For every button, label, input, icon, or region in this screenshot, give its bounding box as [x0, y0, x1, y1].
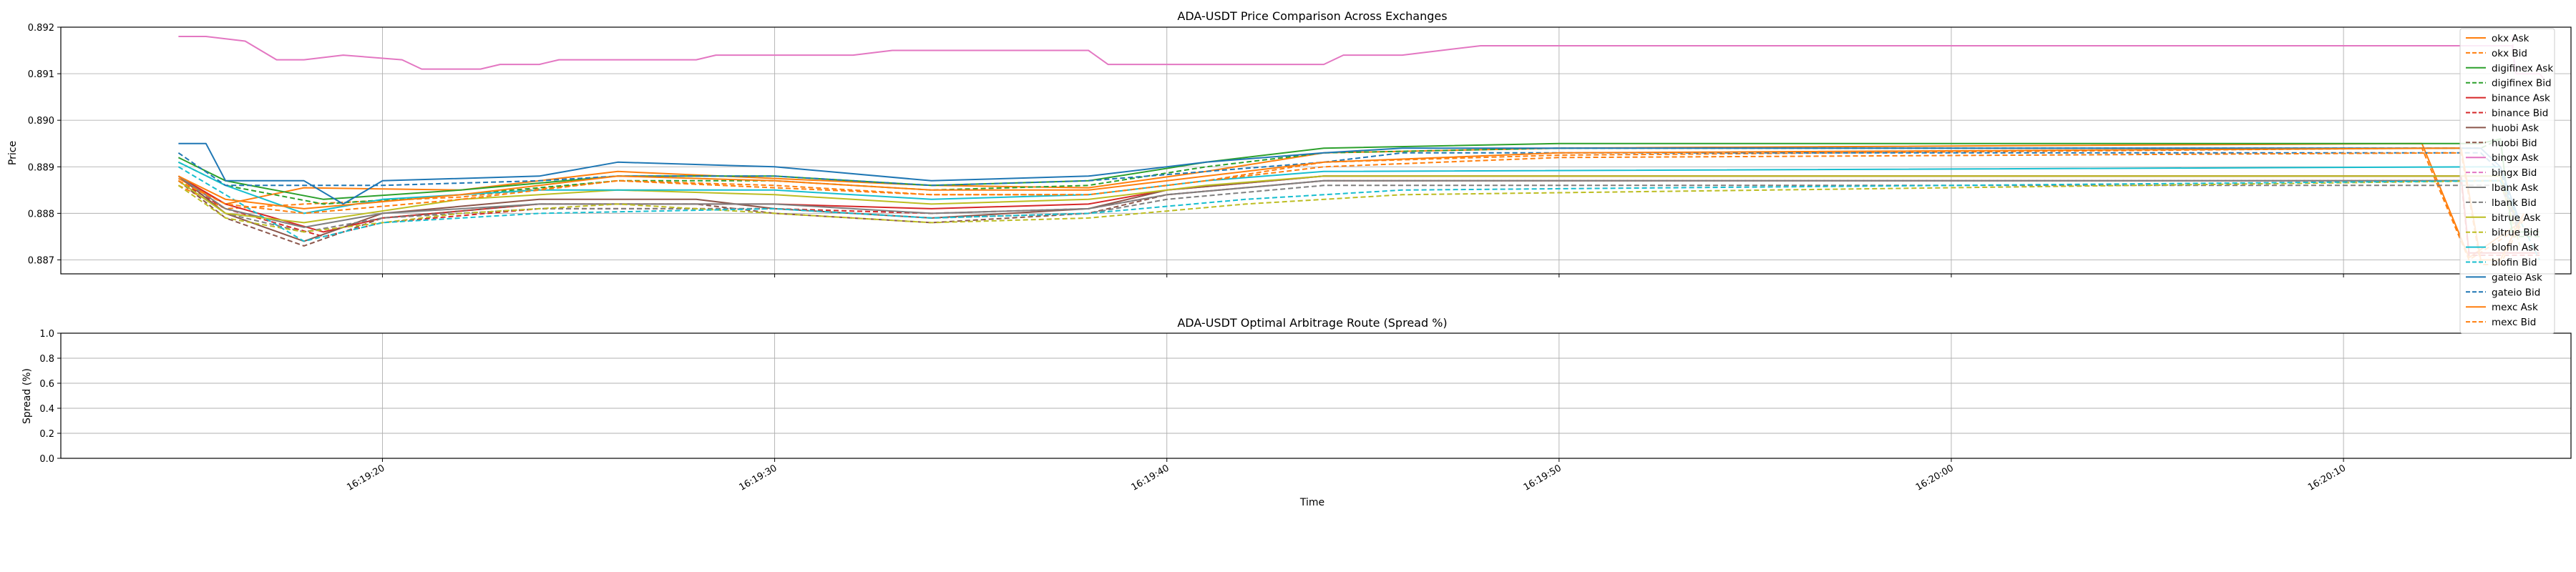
spread-x-tick-label: 16:20:00 — [1914, 463, 1956, 493]
price-y-tick-label: 0.891 — [28, 69, 54, 80]
legend-box — [2459, 28, 2555, 334]
spread-x-tick-label: 16:19:30 — [738, 463, 779, 493]
spread-y-tick-label: 0.4 — [39, 404, 54, 415]
series-line-lbank-ask — [177, 175, 2521, 228]
spread-x-tick-label: 16:19:50 — [1522, 463, 1563, 493]
series-line-bitrue-bid — [177, 179, 2521, 247]
series-line-digifinex-bid — [177, 138, 2540, 237]
spread-y-tick-label: 0.2 — [39, 429, 54, 440]
legend-label: digifinex Bid — [2492, 78, 2552, 89]
legend-label: huobi Ask — [2492, 122, 2539, 134]
price-y-tick-label: 0.889 — [28, 162, 54, 173]
price-y-axis-label: Price — [7, 141, 19, 165]
series-line-mexc-bid — [177, 152, 2525, 265]
legend-label: bingx Ask — [2492, 152, 2539, 164]
series-line-bitrue-ask — [177, 175, 2521, 228]
price-y-tick-label: 0.890 — [28, 116, 54, 127]
series-line-blofin-bid — [177, 166, 2540, 260]
spread-gridlines — [61, 332, 2571, 459]
spread-x-tick-label: 16:19:20 — [345, 463, 386, 493]
arbitrage-spread-chart: ADA-USDT Optimal Arbitrage Route (Spread… — [21, 316, 2572, 508]
legend-label: okx Bid — [2492, 48, 2527, 59]
spread-x-ticks: 16:19:20 16:19:30 16:19:40 16:19:50 16:20:00… — [345, 458, 2348, 493]
series-line-okx-ask — [177, 142, 2521, 259]
price-y-tick-label: 0.887 — [28, 255, 54, 266]
price-y-tick-label: 0.888 — [28, 209, 54, 220]
series-line-gateio-bid — [177, 152, 2521, 228]
legend-label: digifinex Ask — [2492, 63, 2553, 74]
legend-label: bingx Bid — [2492, 167, 2537, 179]
spread-x-tick-label: 16:20:10 — [2306, 463, 2348, 493]
spread-y-tick-label: 0.0 — [39, 454, 54, 465]
price-series-lines — [177, 36, 2545, 265]
legend-label: blofin Bid — [2492, 257, 2537, 269]
spread-plot-frame — [60, 332, 2572, 459]
legend-label: binance Ask — [2492, 93, 2550, 104]
series-line-bingx-ask — [178, 36, 2545, 79]
series-line-lbank-bid — [177, 179, 2521, 233]
legend-label: bitrue Bid — [2492, 227, 2539, 239]
price-comparison-chart: ADA-USDT Price Comparison Across Exchang… — [7, 9, 2572, 277]
spread-y-ticks: 0.0 0.2 0.4 0.6 0.8 1.0 — [39, 329, 61, 465]
legend: okx Ask okx Bid digifinex Ask digifinex Bid… — [2459, 28, 2555, 334]
spread-y-tick-label: 1.0 — [39, 329, 54, 340]
legend-label: mexc Bid — [2492, 317, 2536, 328]
legend-label: bitrue Ask — [2492, 212, 2541, 224]
series-line-huobi-bid — [177, 179, 2521, 247]
series-line-gateio-ask — [178, 142, 2521, 223]
series-line-binance-ask — [177, 175, 2540, 254]
legend-label: lbank Bid — [2492, 197, 2537, 209]
legend-label: gateio Bid — [2492, 287, 2540, 298]
spread-x-axis-label: Time — [1299, 497, 1324, 508]
spread-y-axis-label: Spread (%) — [21, 368, 33, 424]
price-y-tick-label: 0.892 — [28, 23, 54, 34]
legend-label: mexc Ask — [2492, 302, 2538, 313]
legend-label: okx Ask — [2492, 33, 2529, 44]
legend-label: huobi Bid — [2492, 137, 2537, 149]
price-x-ticks — [381, 274, 2344, 277]
price-y-ticks: 0.887 0.888 0.889 0.890 0.891 0.892 — [28, 23, 61, 266]
spread-x-tick-label: 16:19:40 — [1130, 463, 1171, 493]
price-plot-frame — [60, 26, 2572, 275]
series-line-blofin-ask — [177, 161, 2521, 223]
legend-label: blofin Ask — [2492, 242, 2539, 254]
legend-label: gateio Ask — [2492, 272, 2542, 283]
spread-y-tick-label: 0.6 — [39, 379, 54, 390]
spread-y-tick-label: 0.8 — [39, 354, 54, 365]
legend-label: lbank Ask — [2492, 182, 2539, 194]
price-chart-title: ADA-USDT Price Comparison Across Exchang… — [1177, 9, 1447, 23]
legend-label: binance Bid — [2492, 108, 2548, 119]
spread-chart-title: ADA-USDT Optimal Arbitrage Route (Spread… — [1177, 316, 1447, 330]
series-line-okx-bid — [177, 147, 2521, 261]
